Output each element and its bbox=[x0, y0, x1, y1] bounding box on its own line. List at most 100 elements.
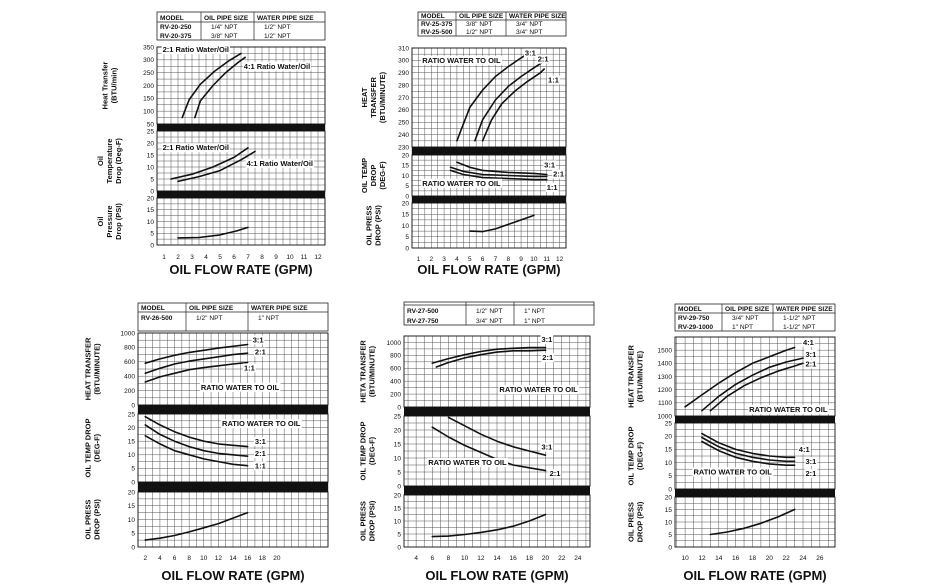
x-tick-label: 12 bbox=[477, 555, 485, 562]
y-axis-label: DROP (PSI) bbox=[374, 205, 383, 246]
panel-2: 0 5 10 15 20 25 OIL TEMP DROP (DEG-F) 3:1 RATIO W… bbox=[359, 413, 591, 490]
y-tick-label: 1500 bbox=[658, 347, 673, 354]
x-tick-label: 16 bbox=[510, 555, 518, 562]
x-tick-label: 10 bbox=[681, 555, 689, 562]
y-tick-label: 260 bbox=[398, 107, 409, 114]
curve-label-bg bbox=[421, 178, 503, 188]
y-tick-label: 800 bbox=[124, 345, 135, 352]
curve-label-bg bbox=[498, 385, 580, 395]
table-cell: RV-26-500 bbox=[141, 315, 173, 322]
curve-label: 2:1 Ratio Water/Oil bbox=[163, 143, 229, 152]
y-axis-label: OIL PRESS bbox=[365, 206, 374, 246]
table-border bbox=[417, 11, 567, 37]
table-cell: 3/4" NPT bbox=[516, 29, 543, 36]
y-tick-label: 15 bbox=[128, 503, 136, 510]
y-tick-label: 310 bbox=[398, 45, 409, 52]
series-line-1 bbox=[144, 343, 249, 364]
curve-label-bg bbox=[199, 382, 281, 392]
y-tick-label: 10 bbox=[128, 517, 136, 524]
y-axis-label: (DEG-F) bbox=[636, 441, 645, 470]
chart-rv20: MODEL OIL PIPE SIZE WATER PIPE SIZE RV-20-2… bbox=[96, 11, 326, 277]
curve-label-bg bbox=[427, 458, 509, 467]
y-axis-label: Pressure bbox=[105, 205, 114, 237]
x-tick-label: 5 bbox=[468, 256, 472, 263]
y-tick-label: 5 bbox=[397, 531, 401, 538]
panel-separator bbox=[157, 191, 325, 198]
model-table: MODEL OIL PIPE SIZE WATER PIPE SIZE RV-26-5… bbox=[137, 302, 329, 332]
x-tick-label: 2 bbox=[176, 254, 180, 261]
x-tick-label: 4 bbox=[414, 555, 418, 562]
curve-label-bg bbox=[253, 436, 267, 446]
y-axis-label: (BTU/MINUTE) bbox=[378, 71, 387, 123]
y-tick-label: 1300 bbox=[658, 374, 673, 381]
curve-label-bg bbox=[692, 467, 774, 477]
x-tick-label: 10 bbox=[530, 256, 538, 263]
y-tick-label: 10 bbox=[665, 519, 673, 526]
x-tick-label: 4 bbox=[158, 555, 162, 562]
y-tick-label: 1100 bbox=[658, 400, 672, 407]
y-tick-label: 20 bbox=[147, 195, 155, 202]
x-tick-label: 14 bbox=[715, 555, 723, 562]
y-axis-label: Drop (PSI) bbox=[114, 203, 123, 240]
panel-2: 0 5 10 15 20 OIL TEMP DROP (DEG-F) 3:12:1 RATIO W… bbox=[360, 152, 567, 200]
panel-3: 0 5 10 15 20 OIL PRESS DROP (PSI) bbox=[627, 494, 836, 551]
curve-label-bg bbox=[540, 334, 554, 344]
x-tick-label: 8 bbox=[187, 555, 191, 562]
curve-label: 2:1 bbox=[255, 348, 266, 357]
curve-label-bg bbox=[253, 449, 267, 459]
y-axis-label: OIL PRESS bbox=[627, 502, 636, 542]
y-axis-label: (BTU/min) bbox=[110, 67, 119, 103]
curve-label: 1:1 bbox=[244, 363, 255, 372]
curve-label: RATIO WATER TO OIL bbox=[222, 419, 301, 428]
curve-label-bg bbox=[547, 75, 560, 85]
x-tick-label: 10 bbox=[286, 254, 294, 261]
y-tick-label: 1400 bbox=[658, 361, 673, 368]
model-table: MODEL OIL PIPE SIZE WATER PIPE SIZE RV-20-2… bbox=[156, 11, 326, 41]
y-tick-label: 10 bbox=[394, 518, 402, 525]
curve-label: RATIO WATER TO OIL bbox=[422, 56, 501, 65]
series-line-1 bbox=[684, 346, 796, 408]
y-tick-label: 1200 bbox=[658, 387, 673, 394]
y-tick-label: 5 bbox=[405, 234, 409, 241]
y-axis-label: HEAT TRANSFER bbox=[84, 337, 93, 400]
y-tick-label: 0 bbox=[405, 245, 409, 252]
curve-label: 3:1 bbox=[806, 350, 817, 359]
y-tick-label: 600 bbox=[124, 359, 135, 366]
table-border bbox=[156, 11, 326, 41]
panel-separator bbox=[138, 482, 328, 492]
curve-label-bg bbox=[804, 468, 818, 478]
series-line-3 bbox=[481, 68, 545, 142]
series-line-2 bbox=[177, 150, 256, 183]
table-cell: RV-20-250 bbox=[160, 24, 192, 31]
x-tick-label: 5 bbox=[218, 254, 222, 261]
y-axis-label: Drop (Deg-F) bbox=[114, 138, 123, 184]
panel-1: 0 200 400 600 800 1000 HETA TRANSFER (BTU/MINUT… bbox=[359, 334, 591, 411]
curve-label-bg bbox=[251, 335, 265, 345]
x-tick-label: 10 bbox=[200, 555, 208, 562]
curve-label: 3:1 bbox=[525, 48, 536, 57]
table-header: WATER PIPE SIZE bbox=[251, 305, 308, 312]
y-axis-label: DROP bbox=[369, 165, 378, 187]
series-line-1 bbox=[144, 415, 249, 448]
y-tick-label: 0 bbox=[668, 544, 672, 551]
x-tick-label: 16 bbox=[244, 555, 252, 562]
x-tick-label: 6 bbox=[430, 555, 434, 562]
panel-3: 0 5 10 15 20 Oil Pressure Drop (PSI) bbox=[96, 195, 326, 249]
y-tick-label: 10 bbox=[402, 223, 410, 230]
y-tick-label: 5 bbox=[131, 466, 135, 473]
y-tick-label: 0 bbox=[131, 479, 135, 486]
x-tick-label: 8 bbox=[260, 254, 264, 261]
table-cell: RV-20-375 bbox=[160, 33, 192, 40]
curve-label: 2:1 bbox=[553, 170, 564, 179]
table-header: MODEL bbox=[141, 305, 165, 312]
x-tick-label: 24 bbox=[799, 555, 807, 562]
y-tick-label: 200 bbox=[390, 391, 401, 398]
y-axis-label: Heat Transfer bbox=[101, 61, 110, 109]
y-axis-label: OIL PRESS bbox=[84, 500, 93, 540]
y-tick-label: 20 bbox=[402, 200, 410, 207]
curve-label: 2:1 bbox=[550, 469, 561, 478]
curve-label: 2:1 bbox=[538, 55, 549, 64]
y-tick-label: 150 bbox=[143, 96, 154, 103]
table-border bbox=[674, 303, 836, 332]
y-tick-label: 400 bbox=[124, 374, 135, 381]
